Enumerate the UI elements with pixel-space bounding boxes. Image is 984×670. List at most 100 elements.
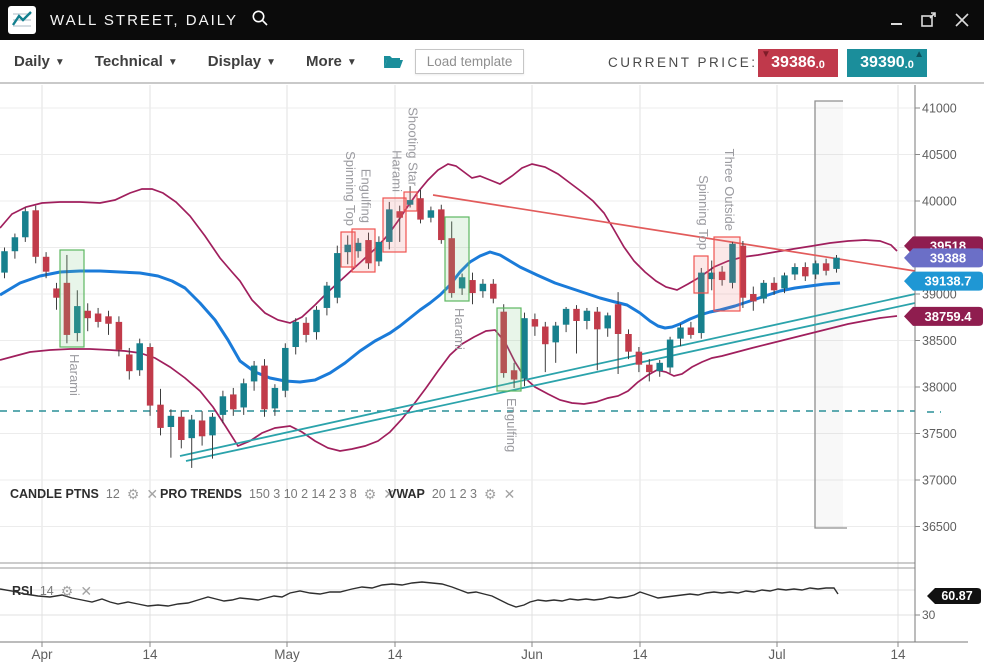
toolbar: Daily ▼ Technical ▼ Display ▼ More ▼ Loa… <box>0 40 984 84</box>
y-axis-label: 40000 <box>922 195 957 209</box>
load-template-button[interactable]: Load template <box>414 48 525 74</box>
app-logo-icon <box>8 6 36 34</box>
pop-out-icon[interactable] <box>920 11 938 29</box>
ask-price-button[interactable]: ▲ 39390.0 <box>847 49 927 77</box>
price-tag-value: 39388 <box>930 250 966 265</box>
pattern-box <box>382 197 407 253</box>
title-bar: WALL STREET, DAILY <box>0 0 984 40</box>
menu-display[interactable]: Display ▼ <box>207 52 277 70</box>
candle-up <box>136 343 143 371</box>
candle-down <box>594 311 601 330</box>
price-tag <box>904 248 983 268</box>
x-axis-label: Apr <box>31 647 53 662</box>
candle-down <box>126 354 133 372</box>
candle-up <box>666 339 674 368</box>
candle-down <box>198 420 206 437</box>
candle-up <box>219 396 227 415</box>
current-price-label: CURRENT PRICE: <box>608 54 758 70</box>
minimize-icon[interactable] <box>890 13 904 27</box>
candle-up <box>282 347 289 391</box>
candle-up <box>479 283 487 292</box>
y-axis-label: 41000 <box>922 102 957 116</box>
candle-up <box>188 419 195 439</box>
candle-down <box>802 267 809 277</box>
ask-price-value: 39390 <box>860 54 905 71</box>
candle-down <box>146 347 154 406</box>
indicator-params: 12 <box>105 487 120 501</box>
pattern-label: Engulfing <box>359 169 374 223</box>
bid-price-value: 39386 <box>771 54 816 71</box>
settings-gear-icon[interactable]: ⚙ <box>484 486 497 502</box>
candle-down <box>542 326 549 345</box>
x-axis-label: Jun <box>521 647 543 662</box>
bid-price-button[interactable]: ▼ 39386.0 <box>758 49 838 77</box>
rsi-level-label: 30 <box>922 608 936 622</box>
candle-down <box>469 280 476 294</box>
price-tag-value: 38759.4 <box>925 309 973 324</box>
candle-down <box>438 209 445 241</box>
candle-up <box>313 309 320 333</box>
y-axis-label: 39000 <box>922 288 957 302</box>
candle-down <box>510 370 518 380</box>
indicator-name: RSI <box>12 584 33 598</box>
pattern-box <box>444 216 470 302</box>
candle-up <box>167 415 175 427</box>
menu-daily[interactable]: Daily ▼ <box>14 52 65 70</box>
candle-down <box>157 404 164 428</box>
candle-down <box>718 271 726 281</box>
settings-gear-icon[interactable]: ⚙ <box>126 486 140 502</box>
candle-up <box>583 310 591 321</box>
remove-indicator-icon[interactable]: ✕ <box>80 583 93 599</box>
indicator-params: 150 3 10 2 14 2 3 8 <box>248 487 357 501</box>
close-icon[interactable] <box>954 12 970 28</box>
candle-up <box>760 282 767 299</box>
candle-down <box>396 211 403 218</box>
settings-gear-icon[interactable]: ⚙ <box>363 486 377 502</box>
candle-up <box>271 387 279 409</box>
candle-up <box>833 257 840 269</box>
search-icon[interactable] <box>250 8 270 33</box>
remove-indicator-icon[interactable]: ✕ <box>383 486 395 502</box>
rsi-line <box>0 581 839 608</box>
settings-gear-icon[interactable]: ⚙ <box>60 583 74 599</box>
rsi-value-tag <box>927 588 981 604</box>
candle-up <box>354 242 362 252</box>
candle-up <box>240 383 247 408</box>
candle-down <box>178 416 185 441</box>
candle-down <box>42 256 50 272</box>
candle-up <box>386 209 393 242</box>
arrow-up-icon: ▲ <box>914 49 924 60</box>
open-folder-icon[interactable] <box>383 53 403 70</box>
window-title: WALL STREET, DAILY <box>50 11 238 29</box>
menu-technical[interactable]: Technical ▼ <box>94 52 178 70</box>
pattern-label: Spinning Top <box>696 175 711 250</box>
candle-up <box>1 251 8 273</box>
remove-indicator-icon[interactable]: ✕ <box>503 486 516 502</box>
remove-indicator-icon[interactable]: ✕ <box>146 486 159 502</box>
candle-up <box>22 211 29 238</box>
candle-down <box>365 240 372 264</box>
projection-region-border <box>814 100 847 529</box>
indicator-rsi: RSI 14 ⚙ ✕ <box>12 584 92 598</box>
y-axis-label: 37000 <box>922 474 957 488</box>
x-axis-label: 14 <box>890 647 906 662</box>
candle-up <box>656 362 663 372</box>
candle-up <box>812 263 819 275</box>
candle-down <box>500 311 507 374</box>
chevron-down-icon: ▼ <box>167 56 178 68</box>
candle-up <box>292 321 299 348</box>
candle-down <box>490 283 497 299</box>
indicator-name: CANDLE PTNS <box>10 487 99 501</box>
menu-more[interactable]: More ▼ <box>306 52 357 70</box>
candle-up <box>323 285 331 308</box>
candle-up <box>729 243 736 283</box>
candle-up <box>406 200 414 205</box>
candle-up <box>552 325 559 343</box>
candle-up <box>791 267 799 275</box>
candle-down <box>822 263 830 271</box>
candle-down <box>635 351 643 365</box>
chevron-down-icon: ▼ <box>346 56 357 68</box>
y-axis-label: 38500 <box>922 334 957 348</box>
vwap-trend-line <box>185 302 916 462</box>
